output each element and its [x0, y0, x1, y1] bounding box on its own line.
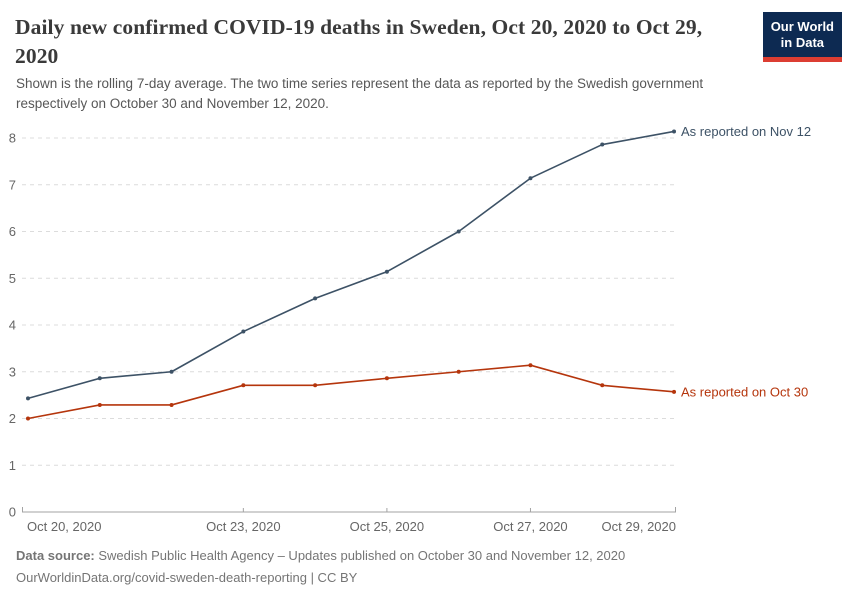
owid-logo-line1: Our World [770, 19, 834, 34]
data-point [169, 402, 174, 407]
data-point [97, 402, 102, 407]
data-point [241, 383, 246, 388]
x-tick-label: Oct 23, 2020 [206, 519, 280, 534]
y-tick-label: 8 [9, 131, 16, 146]
chart-title: Daily new confirmed COVID-19 deaths in S… [15, 15, 703, 68]
y-tick-label: 1 [9, 458, 16, 473]
x-tick-label: Oct 20, 2020 [27, 519, 101, 534]
data-point [169, 369, 174, 374]
data-point [384, 269, 389, 274]
data-point [600, 383, 605, 388]
y-tick-label: 5 [9, 271, 16, 286]
series-line [27, 364, 675, 420]
data-point [26, 396, 30, 401]
y-tick-label: 0 [9, 505, 16, 520]
data-point [241, 329, 246, 334]
owid-logo: Our World in Data [762, 12, 842, 62]
data-point [528, 176, 533, 181]
data-point [456, 229, 461, 234]
series-label: As reported on Oct 30 [681, 384, 808, 399]
owid-logo-line2: in Data [780, 35, 825, 50]
x-tick-label: Oct 25, 2020 [350, 519, 424, 534]
line-chart: 0 1 2 3 4 5 6 7 8 Oct 20, 2020 Oct 23, 2020 Oct 25,… [9, 124, 811, 534]
y-tick-label: 6 [9, 224, 16, 239]
data-point [672, 389, 677, 394]
data-point [456, 369, 461, 374]
chart-footer: Data source: Swedish Public Health Agenc… [16, 545, 816, 588]
series-label: As reported on Nov 12 [681, 124, 811, 139]
data-point [97, 376, 102, 381]
chart-subtitle: Shown is the rolling 7-day average. The … [16, 76, 704, 111]
y-tick-label: 3 [9, 364, 16, 379]
x-tick-label: Oct 27, 2020 [493, 519, 567, 534]
data-point [26, 416, 30, 421]
y-tick-label: 7 [9, 177, 16, 192]
data-source-label: Data source: [16, 548, 95, 563]
series-line [27, 130, 675, 400]
y-tick-label: 2 [9, 411, 16, 426]
data-point [528, 363, 533, 368]
data-source-line: Data source: Swedish Public Health Agenc… [16, 545, 816, 567]
data-source-text: Swedish Public Health Agency – Updates p… [98, 548, 626, 563]
license-line: OurWorldinData.org/covid-sweden-death-re… [16, 569, 358, 585]
y-tick-label: 4 [9, 318, 16, 333]
data-point [672, 129, 677, 134]
data-point [600, 142, 605, 147]
x-tick-label: Oct 29, 2020 [602, 519, 676, 534]
data-point [313, 296, 318, 301]
data-point [313, 383, 318, 388]
data-point [384, 376, 389, 381]
